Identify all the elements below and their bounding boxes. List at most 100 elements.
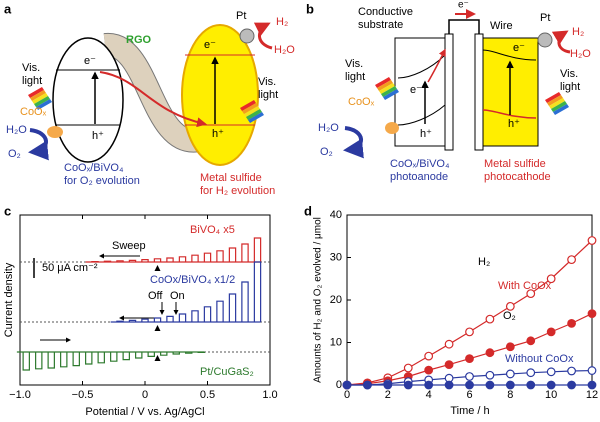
zero-marker — [154, 355, 161, 361]
data-point — [403, 363, 413, 373]
photocurrent-pulse — [22, 352, 30, 371]
light-label: light — [22, 75, 42, 87]
y-tick-label: 40 — [330, 209, 342, 221]
photocurrent-pulse — [228, 247, 237, 262]
electrode-label: CoOₓ/BiVO₄ — [390, 158, 450, 170]
y-axis-label: Current density — [3, 262, 15, 337]
data-point — [526, 336, 536, 346]
catalyst-label: for O₂ evolution — [64, 175, 140, 187]
coox-label: CoOₓ — [348, 96, 375, 108]
data-point — [546, 367, 556, 377]
photocurrent-pulse — [185, 352, 193, 354]
annotation: Without CoOx — [505, 353, 574, 365]
reaction-arrow — [28, 128, 49, 161]
band — [482, 109, 537, 119]
sulfide-particle — [181, 24, 259, 166]
annotation: O₂ — [503, 310, 516, 322]
catalyst-label: for H₂ evolution — [200, 185, 275, 197]
data-point — [567, 380, 576, 390]
hole: h⁺ — [212, 128, 224, 140]
data-point — [485, 380, 495, 390]
pt-cocatalyst — [239, 28, 255, 44]
panel-letter: c — [4, 203, 11, 218]
x-tick-label: 0 — [142, 389, 148, 401]
x-axis-label: Time / h — [450, 405, 489, 417]
x-tick-label: 12 — [586, 389, 598, 401]
data-point — [546, 274, 556, 284]
rgo-sheet — [103, 34, 203, 152]
reaction-arrow — [253, 22, 273, 50]
photocurrent-pulse — [147, 352, 155, 357]
data-point — [505, 380, 515, 390]
panel-letter: a — [4, 1, 12, 16]
data-point — [485, 370, 495, 380]
electron-transfer — [99, 71, 207, 128]
band — [397, 104, 446, 126]
series-label: Pt/CuGaS₂ — [200, 366, 254, 378]
wire-label: Wire — [490, 20, 513, 32]
data-point — [485, 348, 495, 358]
photocurrent-pulse — [103, 260, 112, 262]
coox-cocatalyst — [47, 126, 63, 138]
zero-marker — [154, 265, 161, 271]
photocurrent-pulse — [253, 237, 262, 262]
product: O₂ — [8, 148, 21, 160]
panel-letter: b — [306, 1, 314, 16]
scale-bar-label: 50 μA cm⁻² — [42, 262, 98, 274]
annotation: With CoOx — [498, 280, 552, 292]
photocurrent-pulse — [166, 257, 174, 262]
photocurrent-pulse — [203, 252, 212, 262]
photocurrent-pulse — [253, 261, 262, 322]
hole: h⁺ — [508, 118, 520, 130]
reaction-arrow — [343, 126, 364, 159]
y-tick-label: 0 — [336, 379, 342, 391]
data-point — [424, 380, 434, 390]
y-tick-label: 30 — [330, 251, 342, 263]
photocurrent-pulse — [116, 320, 124, 322]
band — [482, 49, 537, 61]
electron: e⁻ — [410, 84, 422, 96]
bivo4-particle — [52, 37, 124, 163]
data-point — [587, 380, 597, 390]
photocurrent-pulse — [160, 352, 168, 356]
product: H₂ — [276, 16, 288, 28]
x-tick-label: 6 — [466, 389, 472, 401]
light-label: Vis. — [345, 58, 363, 70]
annotation: On — [170, 290, 185, 302]
annotation: Sweep — [112, 240, 146, 252]
substrate-label: substrate — [358, 19, 403, 31]
photocurrent-pulse — [172, 352, 180, 355]
photocurrent-pulse — [178, 256, 187, 262]
wire — [448, 19, 480, 34]
photocurrent-pulse — [116, 260, 124, 262]
photocurrent-pulse — [60, 352, 68, 368]
electrode-label: Metal sulfide — [484, 158, 546, 170]
photocurrent-pulse — [241, 243, 249, 262]
photocurrent-pulse — [72, 352, 80, 367]
electron: e⁻ — [84, 55, 96, 67]
photocurrent-pulse — [191, 310, 199, 322]
photocurrent-pulse — [128, 319, 137, 322]
photocurrent-pulse — [216, 250, 224, 262]
data-point — [465, 380, 474, 390]
reaction-arrow — [551, 30, 571, 54]
panel-b: b e⁻ Wire Conductive substrate e⁻ e⁻ h⁺ … — [306, 0, 591, 183]
data-point — [465, 372, 474, 381]
panel-letter: d — [304, 203, 312, 218]
photocurrent-pulse — [122, 352, 130, 361]
data-point — [383, 380, 393, 390]
electron: e⁻ — [204, 39, 216, 51]
photoanode — [394, 37, 446, 147]
y-axis-label: Amounts of H₂ and O₂ evolved / μmol — [313, 217, 324, 383]
x-tick-label: 0 — [344, 389, 350, 401]
data-point — [546, 380, 556, 390]
catalyst-label: CoOₓ/BiVO₄ — [64, 162, 124, 174]
product: H₂ — [572, 26, 584, 38]
photocurrent-pulse — [241, 281, 249, 322]
x-tick-label: −0.5 — [72, 389, 94, 401]
data-point — [567, 366, 576, 376]
coox-cocatalyst — [385, 122, 399, 134]
photocurrent-pulse — [97, 352, 105, 364]
pt-label: Pt — [236, 10, 246, 22]
data-point — [567, 255, 576, 265]
